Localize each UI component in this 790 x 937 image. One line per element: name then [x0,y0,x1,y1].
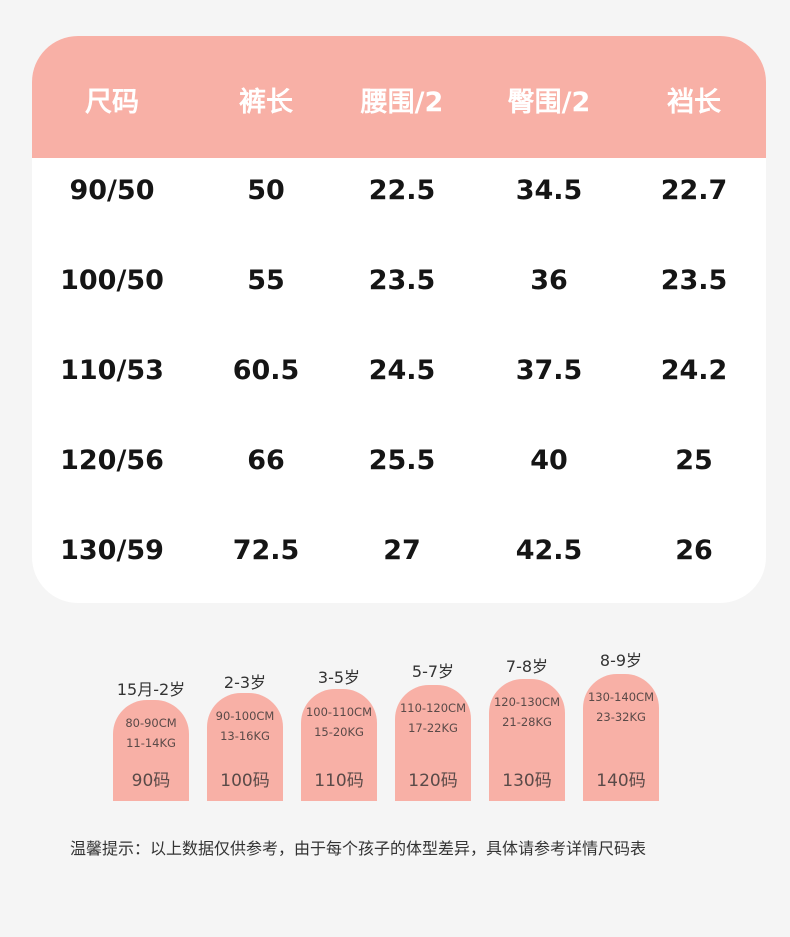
cell-hip: 34.5 [515,175,583,206]
age-label: 2-3岁 [223,673,267,692]
header-hip: 臀围/2 [507,87,591,118]
height-range: 110-120CM [399,701,466,715]
height-range: 130-140CM [587,690,654,704]
height-range: 100-110CM [305,705,372,719]
size-code: 120码 [408,771,458,791]
table-header: 尺码 裤长 腰围/2 臀围/2 裆长 [32,36,766,158]
header-rise: 裆长 [667,87,721,118]
age-label: 7-8岁 [505,657,549,676]
age-label: 5-7岁 [411,662,455,681]
size-table-card: 尺码 裤长 腰围/2 臀围/2 裆长 90/50 50 22.5 34.5 22… [32,36,766,603]
size-tag: 100-110CM 15-20KG 110码 [301,689,377,801]
weight-range: 17-22KG [408,721,458,735]
weight-range: 11-14KG [126,736,176,750]
cell-size: 90/50 [69,175,155,206]
weight-range: 15-20KG [314,725,364,739]
size-tag: 80-90CM 11-14KG 90码 [113,700,189,801]
cell-length: 55 [247,265,285,296]
age-label: 8-9岁 [599,651,643,670]
height-range: 120-130CM [493,695,560,709]
cell-rise: 24.2 [660,355,728,386]
age-label: 15月-2岁 [116,680,186,699]
size-tag: 110-120CM 17-22KG 120码 [395,685,471,801]
weight-range: 21-28KG [502,715,552,729]
header-size: 尺码 [85,87,139,118]
size-tag: 130-140CM 23-32KG 140码 [583,674,659,801]
cell-rise: 25 [675,445,713,476]
header-waist: 腰围/2 [360,87,444,118]
size-code: 130码 [502,771,552,791]
height-range: 90-100CM [215,709,275,723]
size-code: 90码 [131,771,171,791]
cell-hip: 40 [530,445,568,476]
cell-rise: 26 [675,535,713,566]
cell-waist: 23.5 [368,265,436,296]
cell-length: 60.5 [232,355,300,386]
tip-text: 温馨提示：以上数据仅供参考，由于每个孩子的体型差异，具体请参考详情尺码表 [70,839,647,858]
size-code: 110码 [314,771,364,791]
cell-size: 120/56 [60,445,164,476]
age-label: 3-5岁 [317,668,361,687]
cell-waist: 22.5 [368,175,436,206]
header-length: 裤长 [239,87,293,118]
cell-hip: 37.5 [515,355,583,386]
cell-hip: 42.5 [515,535,583,566]
size-tag: 90-100CM 13-16KG 100码 [207,693,283,801]
weight-range: 23-32KG [596,710,646,724]
cell-size: 110/53 [60,355,164,386]
cell-waist: 25.5 [368,445,436,476]
cell-waist: 24.5 [368,355,436,386]
height-range: 80-90CM [125,716,177,730]
size-code: 100码 [220,771,270,791]
size-code: 140码 [596,771,646,791]
cell-length: 72.5 [232,535,300,566]
cell-length: 50 [247,175,285,206]
size-tag: 120-130CM 21-28KG 130码 [489,679,565,801]
cell-size: 100/50 [60,265,164,296]
cell-rise: 23.5 [660,265,728,296]
cell-rise: 22.7 [660,175,728,206]
cell-waist: 27 [383,535,421,566]
weight-range: 13-16KG [220,729,270,743]
cell-hip: 36 [530,265,568,296]
cell-size: 130/59 [60,535,164,566]
cell-length: 66 [247,445,285,476]
